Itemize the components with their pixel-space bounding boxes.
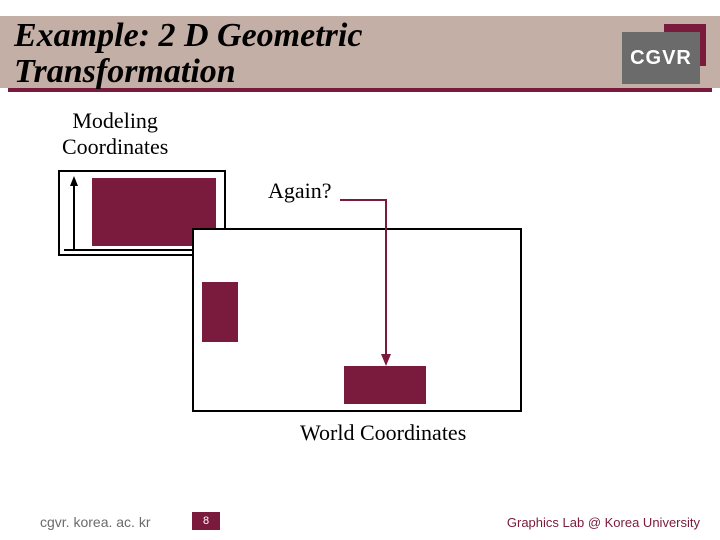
world-shape-2 (344, 366, 426, 404)
world-shape-1 (202, 282, 238, 342)
transformation-arrow (0, 0, 720, 540)
